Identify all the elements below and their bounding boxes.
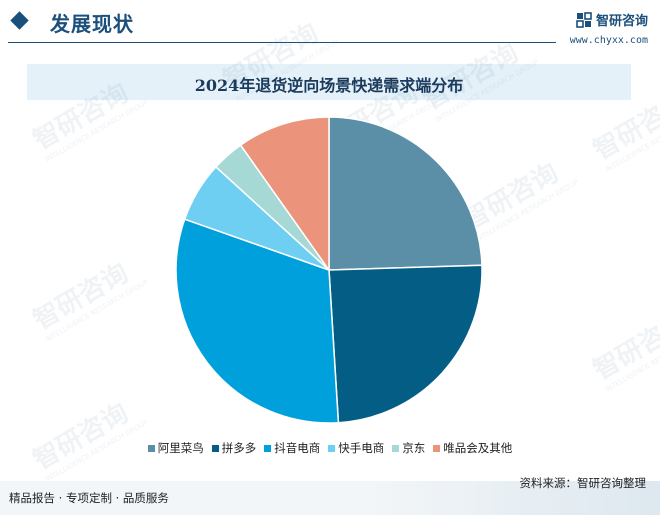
pie-slice-2 [328, 264, 483, 424]
legend-label: 阿里菜鸟 [157, 441, 204, 455]
pie-slice-6 [239, 116, 330, 273]
chart-title: 2024年退货逆向场景快递需求端分布 [194, 76, 464, 95]
legend-swatch [211, 444, 219, 452]
legend-item: 阿里菜鸟 [147, 440, 204, 456]
brand-logo-icon [576, 11, 592, 28]
legend-item: 抖音电商 [264, 440, 320, 456]
legend-label: 京东 [402, 441, 426, 455]
legend-item: 唯品会及其他 [433, 440, 512, 456]
legend-label: 唯品会及其他 [443, 441, 513, 455]
chart-title-band: 2024年退货逆向场景快递需求端分布 [27, 64, 631, 100]
chart-legend: 阿里菜鸟 拼多多 抖音电商 快手电商 京东 唯品会及其他 [0, 440, 660, 456]
brand-url[interactable]: www.chyxx.com [569, 35, 648, 46]
brand-block: 智研咨询 www.chyxx.com [570, 10, 648, 46]
legend-item: 京东 [392, 440, 425, 456]
legend-item: 拼多多 [211, 440, 257, 456]
pie-slice-3 [175, 218, 340, 424]
header-divider [8, 42, 556, 43]
legend-swatch [264, 444, 272, 452]
legend-swatch [433, 444, 441, 452]
page-header: 发展现状 智研咨询 www.chyxx.com [0, 0, 660, 50]
legend-swatch [328, 444, 336, 452]
legend-label: 快手电商 [338, 441, 385, 455]
source-note: 资料来源：智研咨询整理 [519, 476, 647, 490]
footer-tagline: 精品报告 · 专项定制 · 品质服务 [9, 491, 169, 505]
section-title: 发展现状 [50, 12, 134, 36]
legend-label: 拼多多 [221, 441, 257, 455]
legend-label: 抖音电商 [274, 441, 321, 455]
brand-name: 智研咨询 [595, 14, 648, 29]
legend-swatch [147, 444, 155, 452]
legend-item: 快手电商 [328, 440, 384, 456]
pie-slice-1 [328, 116, 483, 271]
footer-bar [0, 481, 660, 515]
legend-swatch [392, 444, 400, 452]
